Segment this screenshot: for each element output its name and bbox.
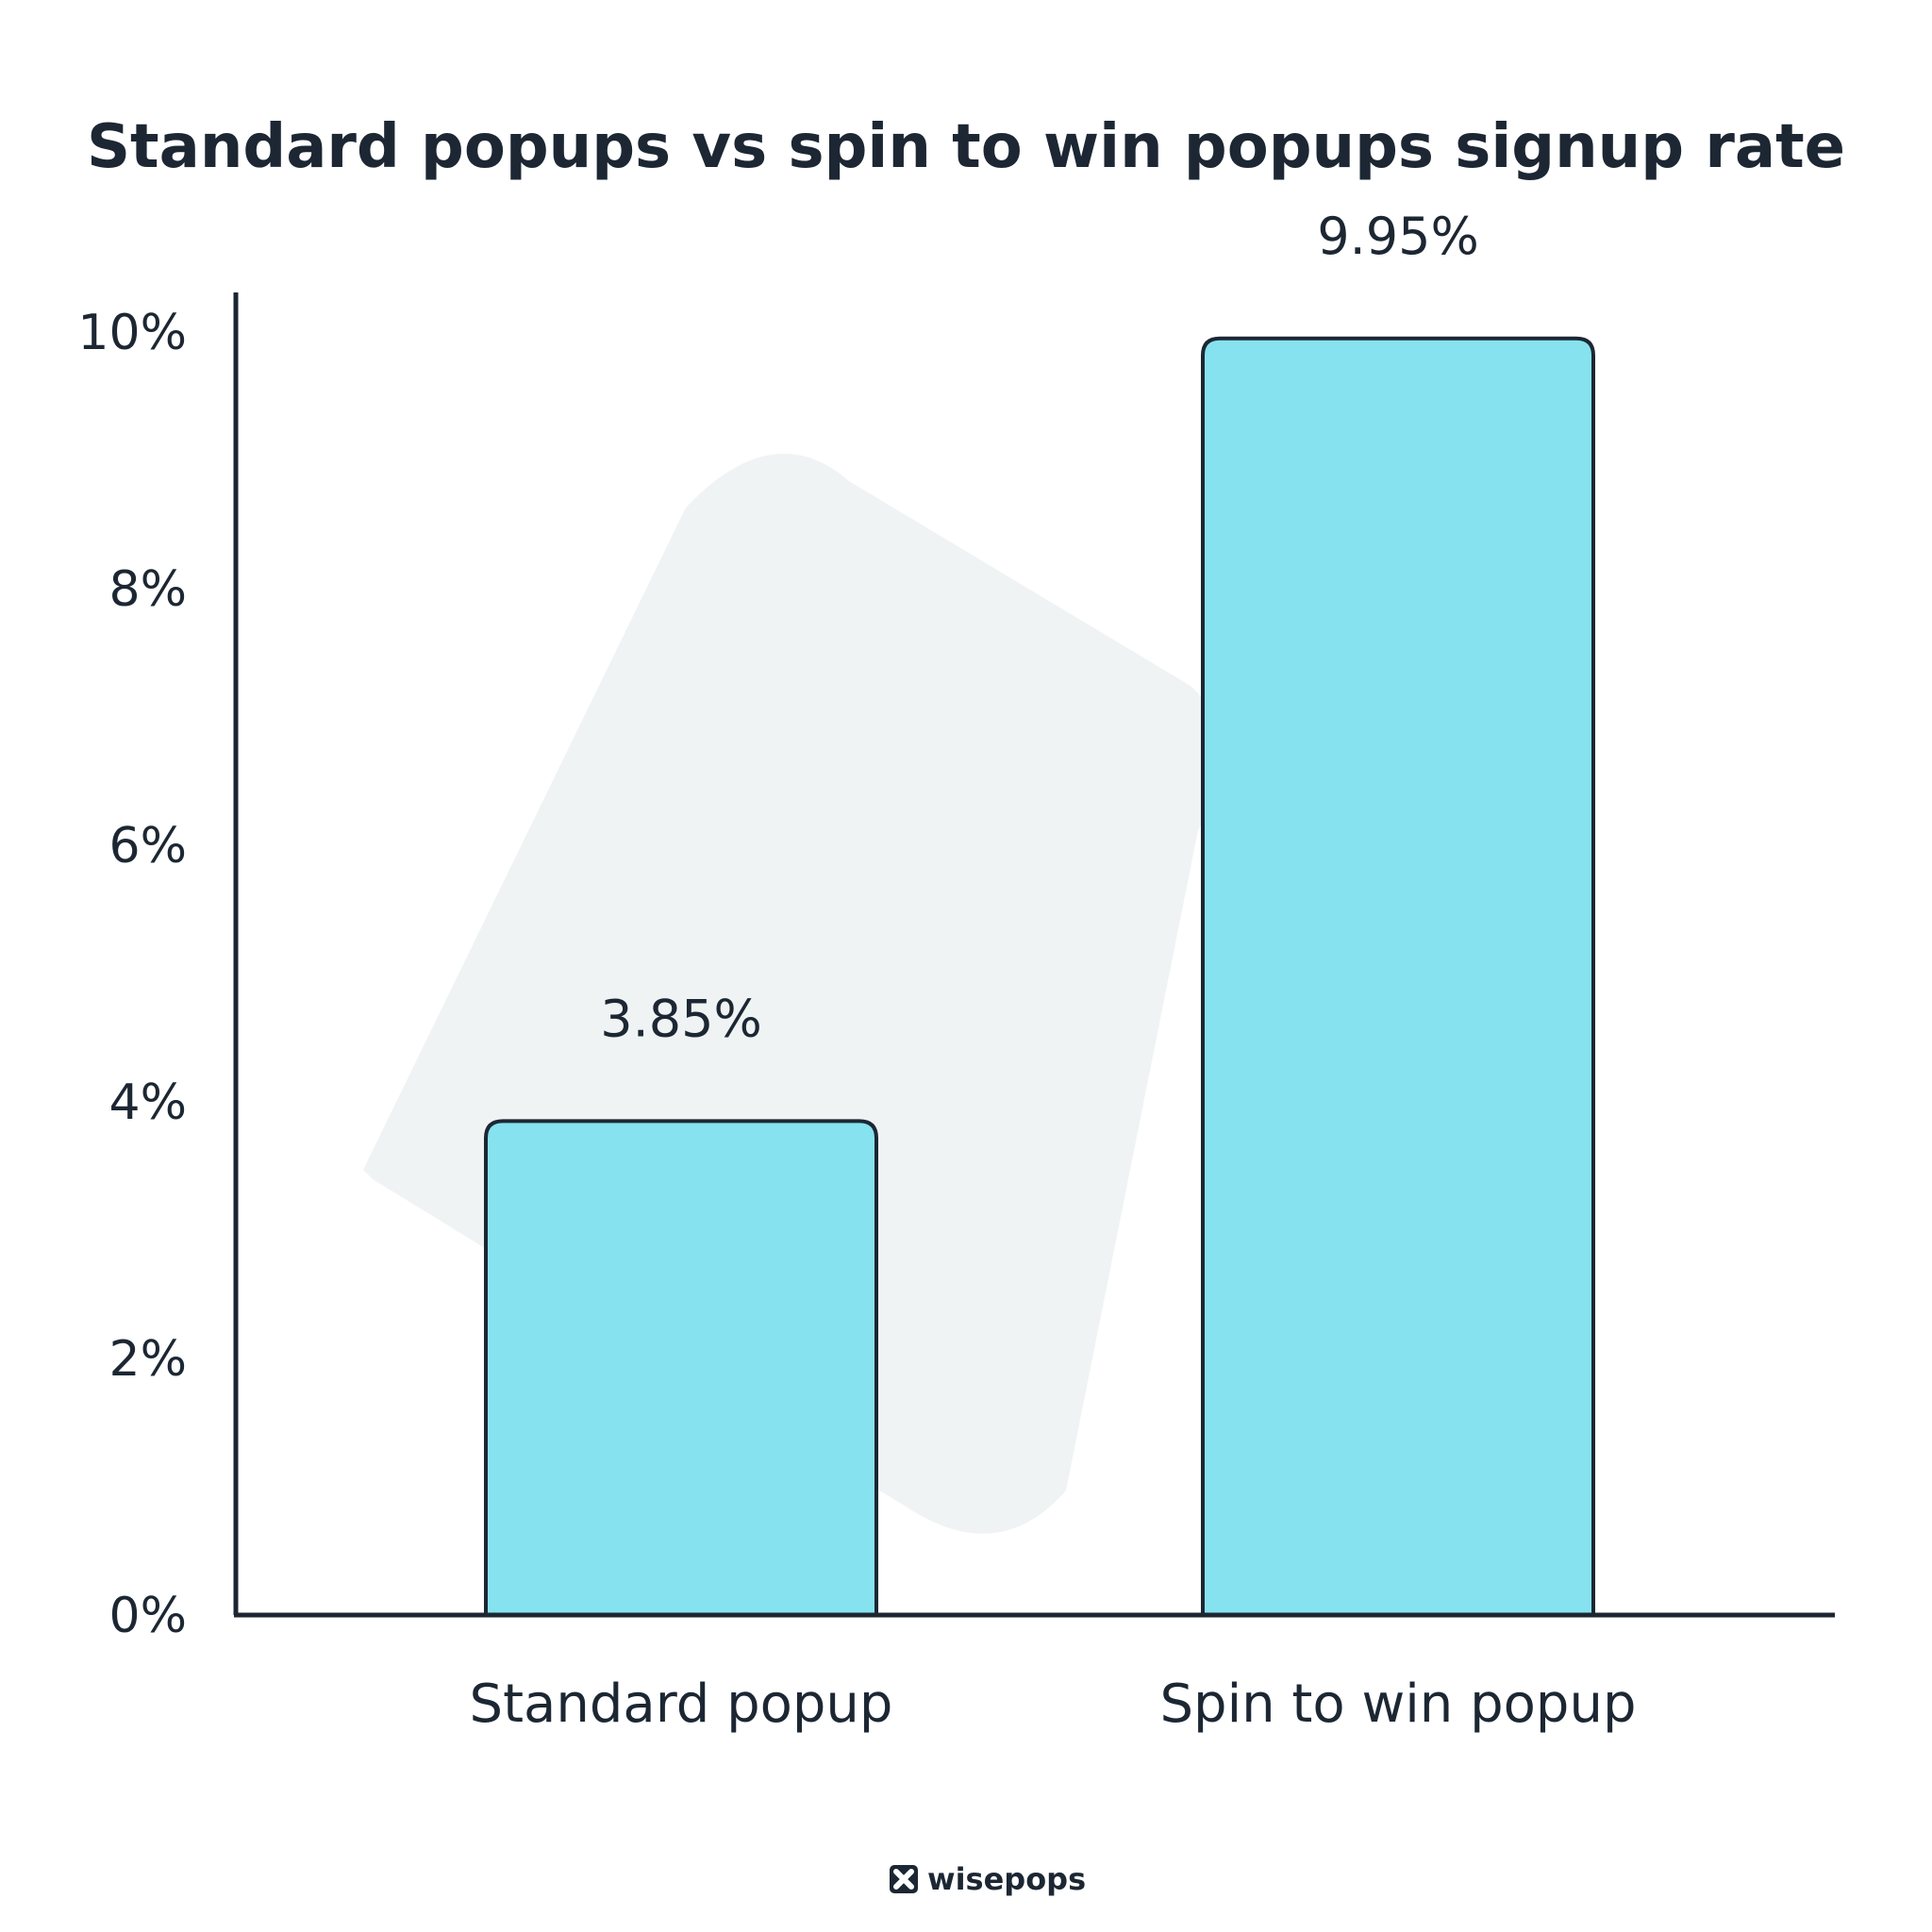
y-tick-label: 10% bbox=[77, 305, 187, 361]
x-category-label: Standard popup bbox=[470, 1674, 893, 1735]
wisepops-logo-icon bbox=[890, 1865, 918, 1893]
chart-title: Standard popups vs spin to win popups si… bbox=[87, 112, 1845, 182]
brand-logo: wisepops bbox=[890, 1861, 1086, 1897]
x-category-label: Spin to win popup bbox=[1159, 1674, 1636, 1735]
y-axis-ticks: 0% 2% 4% 6% 8% 10% bbox=[77, 305, 187, 1644]
y-tick-label: 4% bbox=[109, 1074, 188, 1131]
bar-value-label: 9.95% bbox=[1317, 207, 1479, 266]
bar bbox=[484, 1119, 878, 1615]
y-tick-label: 0% bbox=[109, 1588, 188, 1644]
y-tick-label: 6% bbox=[109, 818, 188, 874]
bars-group: 3.85% 9.95% bbox=[484, 207, 1595, 1615]
bar bbox=[1201, 336, 1595, 1615]
bar-value-label: 3.85% bbox=[600, 989, 762, 1048]
y-tick-label: 8% bbox=[109, 561, 188, 618]
x-axis-labels: Standard popup Spin to win popup bbox=[470, 1674, 1637, 1735]
y-tick-label: 2% bbox=[109, 1331, 188, 1388]
brand-name: wisepops bbox=[927, 1861, 1086, 1897]
